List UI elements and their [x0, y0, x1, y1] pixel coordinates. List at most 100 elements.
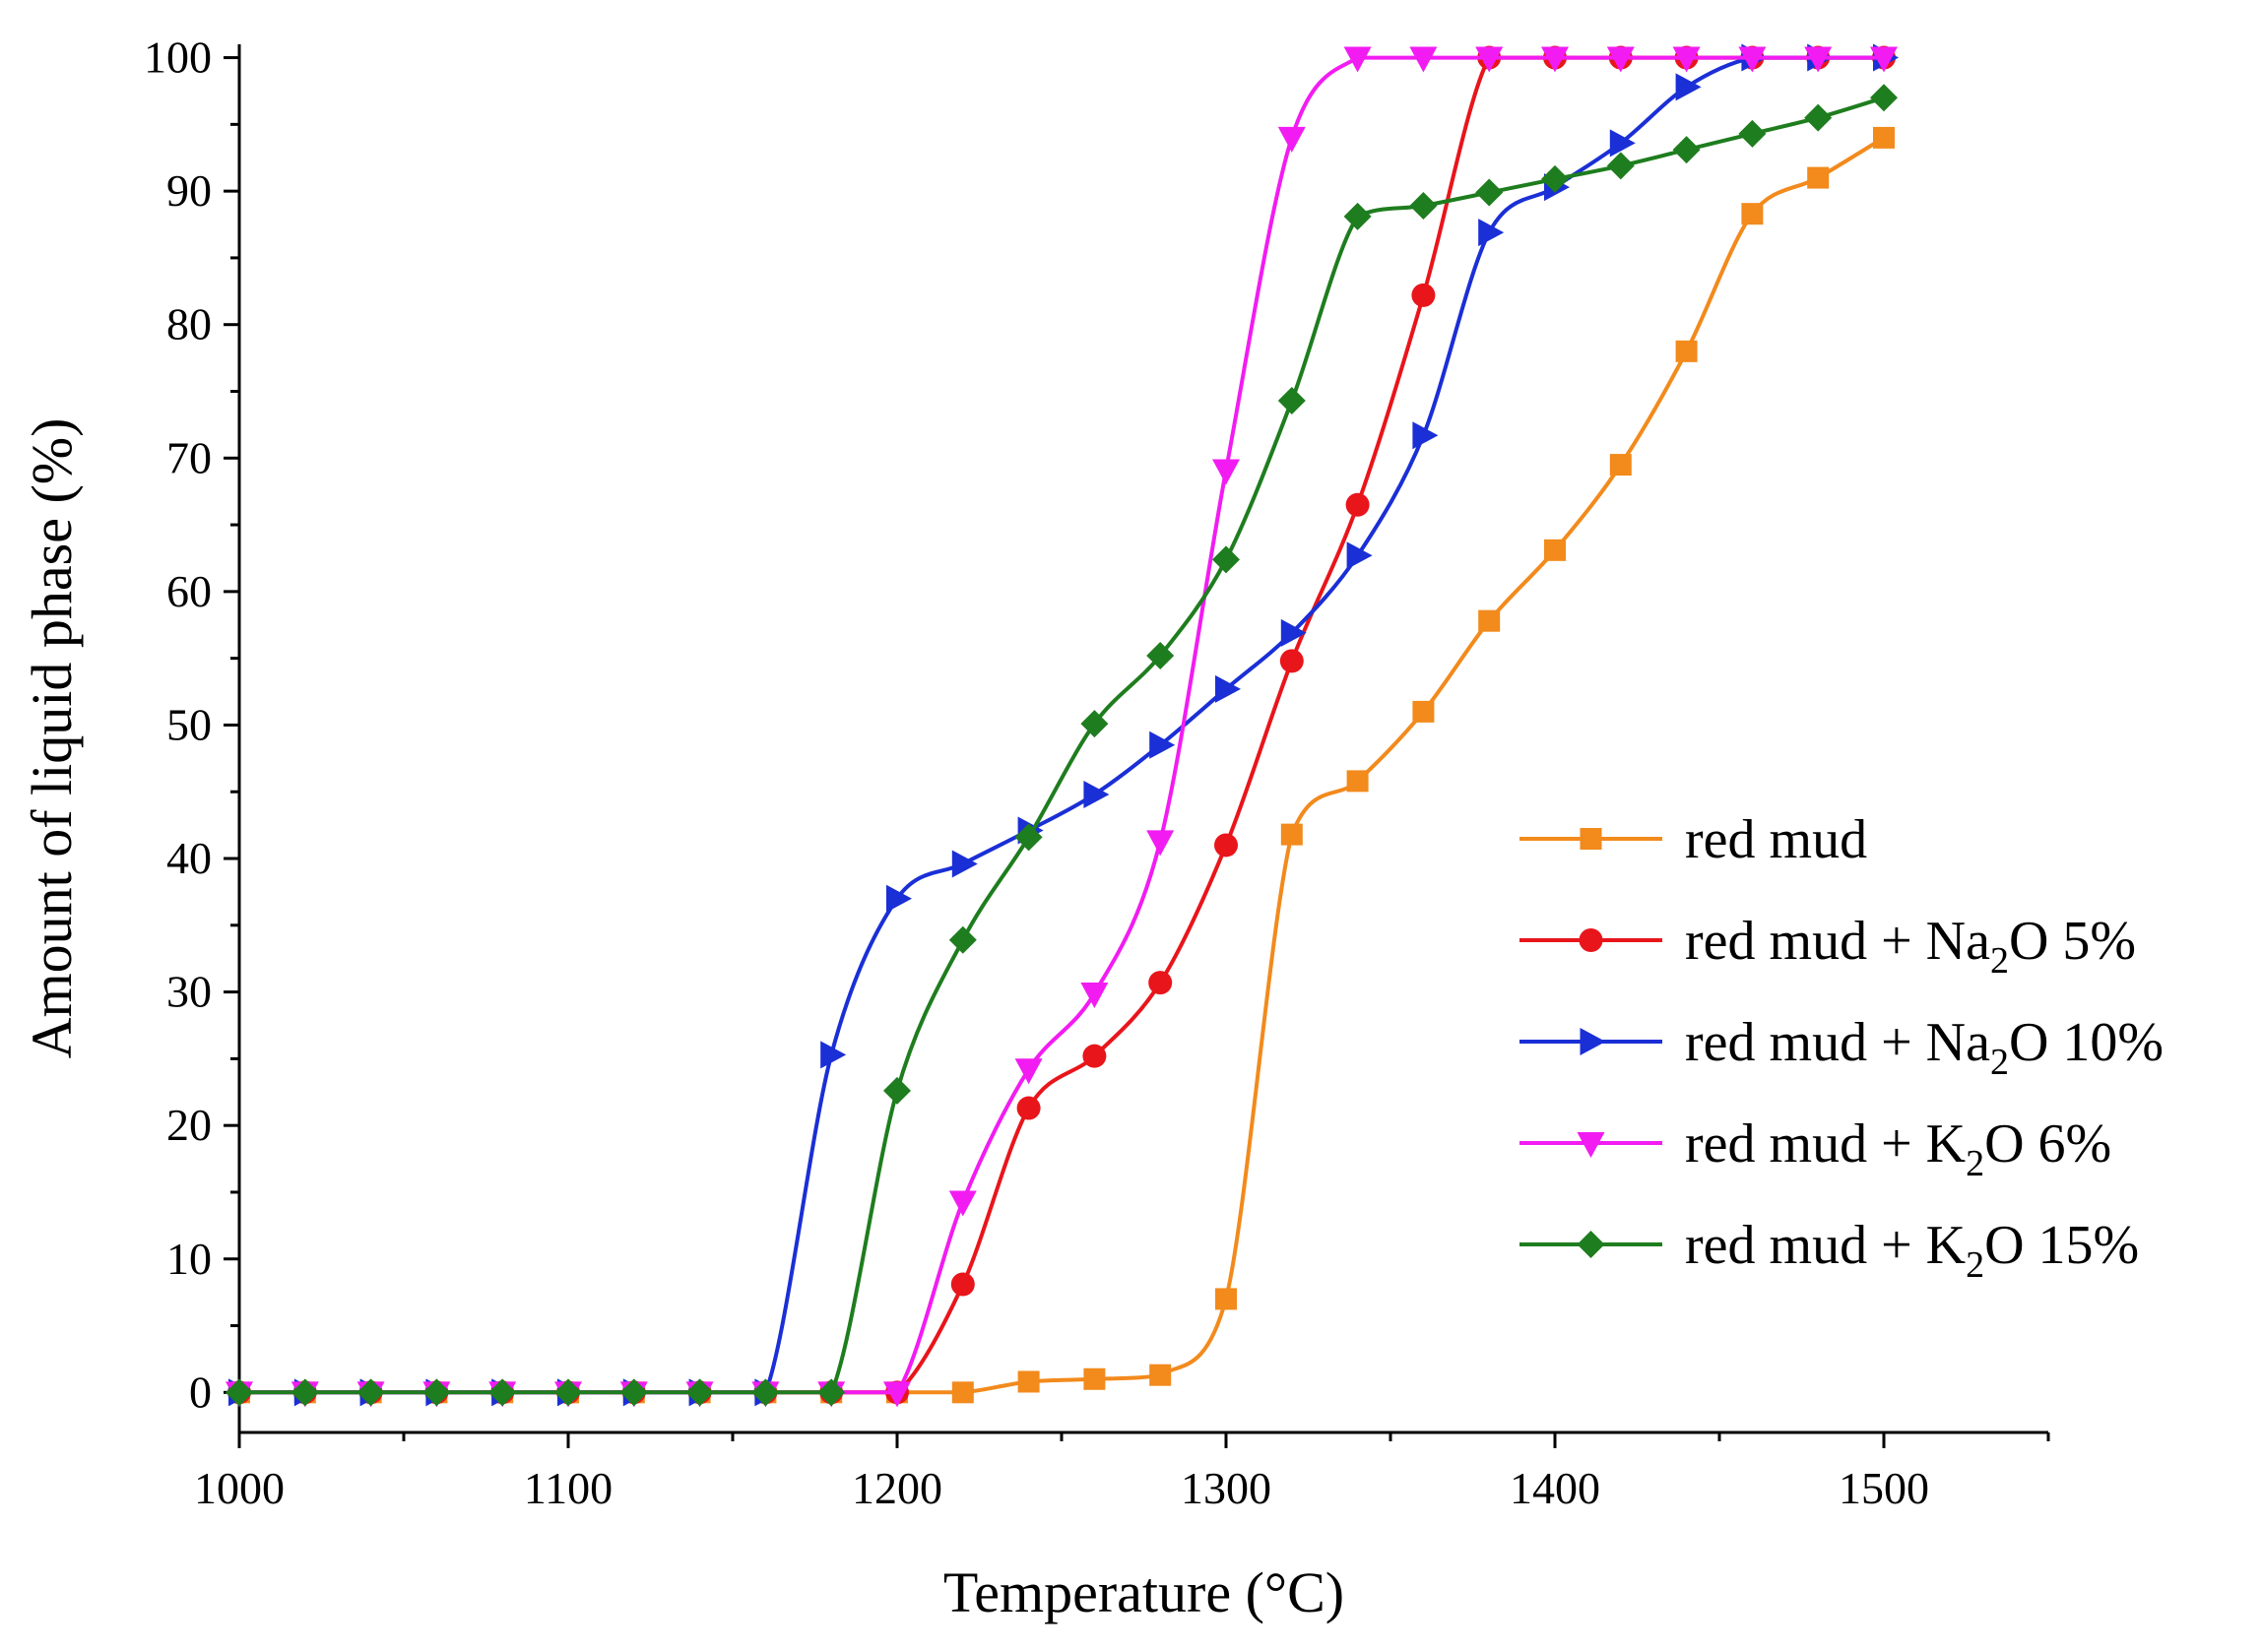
x-axis-title: Temperature (°C) [943, 1560, 1344, 1624]
series-5-point [1870, 84, 1898, 112]
series-4-point [1475, 46, 1504, 73]
series-1-point [1280, 823, 1303, 846]
series-4-point [1672, 46, 1701, 73]
series-1-point [1609, 454, 1632, 477]
y-tick-label: 0 [189, 1366, 212, 1417]
series-5-point [1804, 103, 1833, 132]
series-5-point [422, 1378, 451, 1407]
x-tick-label: 1200 [852, 1463, 942, 1513]
series-5-point [1080, 710, 1109, 738]
series-3-point [1412, 421, 1439, 450]
series-2-point [1214, 833, 1238, 858]
series-1-line [237, 135, 1886, 1395]
series-1-point [1412, 700, 1435, 723]
series-4-point [1343, 46, 1372, 73]
series-5-point [883, 1076, 911, 1105]
x-tick-label: 1400 [1510, 1463, 1600, 1513]
legend-item: red mud [1519, 809, 1867, 870]
series-3-line [237, 55, 1886, 1395]
series-1-point [1675, 340, 1698, 362]
legend-marker [1580, 1028, 1606, 1055]
series-1-point [1741, 203, 1764, 225]
series-5-point [1672, 136, 1701, 164]
series-5-point [685, 1378, 714, 1407]
series-4-point [1870, 46, 1898, 73]
series-4-point [1277, 126, 1306, 153]
legend-label-subscript: 2 [1966, 1244, 1984, 1286]
legend-item: red mud + Na2O 5% [1519, 911, 2136, 982]
y-tick-label: 30 [166, 967, 212, 1017]
series-4-point [1014, 1058, 1043, 1085]
y-tick-label: 100 [144, 32, 212, 83]
y-tick-label: 90 [166, 165, 212, 216]
x-tick-label: 1100 [524, 1463, 613, 1513]
series-5-point [1409, 192, 1438, 221]
x-tick-label: 1000 [194, 1463, 285, 1513]
legend-item: red mud + Na2O 10% [1519, 1012, 2164, 1083]
series-3-point [886, 884, 912, 913]
series-2-point [1345, 492, 1370, 517]
legend-label-text: O 5% [2009, 911, 2136, 972]
series-3-point [1609, 129, 1636, 158]
series-5-point [1475, 178, 1504, 207]
series-5-point [1212, 545, 1240, 574]
y-tick-label: 50 [166, 699, 212, 749]
series-1-point [1807, 166, 1830, 189]
series-3-point [1083, 780, 1110, 808]
series-3-point [1149, 731, 1176, 759]
series-1 [228, 126, 1895, 1404]
series-2 [227, 45, 1896, 1405]
series-4-point [883, 1381, 911, 1408]
series-3-point [820, 1041, 847, 1069]
series-2-point [950, 1272, 975, 1297]
series-2-point [1082, 1044, 1107, 1068]
series-4-point [1738, 46, 1767, 73]
series-4-point [1541, 46, 1569, 73]
series-2-line [237, 55, 1886, 1395]
series-5-point [1606, 152, 1635, 180]
series-5-point [817, 1378, 846, 1407]
series-2-point [1411, 283, 1436, 307]
series-1-point [1215, 1288, 1237, 1310]
series-4-point [948, 1190, 977, 1217]
legend-label-subscript: 2 [1990, 1042, 2009, 1083]
y-tick-label: 20 [166, 1100, 212, 1150]
legend-label-subscript: 2 [1966, 1143, 1984, 1184]
legend-label-text: red mud [1685, 809, 1867, 870]
series-3-point [1280, 618, 1307, 647]
series-5-point [1343, 202, 1372, 230]
series-2-point [1279, 649, 1304, 673]
series-5-point [1738, 119, 1767, 148]
legend-marker [1580, 828, 1602, 850]
legend-label-text: red mud + K [1685, 1113, 1966, 1175]
series-2-point [1148, 971, 1173, 995]
y-tick-label: 40 [166, 833, 212, 883]
series-1-point [1478, 609, 1501, 632]
series-1-point [951, 1381, 974, 1404]
legend-marker [1577, 1231, 1605, 1258]
y-tick-label: 70 [166, 432, 212, 482]
series-1-point [1149, 1364, 1172, 1386]
x-tick-label: 1500 [1839, 1463, 1929, 1513]
series-5-point [751, 1378, 780, 1407]
series-4-point [1080, 982, 1109, 1008]
legend-label-text: O 15% [1984, 1215, 2139, 1276]
series-5-point [356, 1378, 385, 1407]
legend-label-subscript: 2 [1990, 940, 2009, 982]
series-3-point [1215, 674, 1241, 703]
y-tick-label: 80 [166, 299, 212, 349]
legend-label: red mud + K2O 15% [1685, 1215, 2139, 1286]
y-tick-label: 10 [166, 1234, 212, 1284]
series-5-point [554, 1378, 582, 1407]
legend-label: red mud + Na2O 5% [1685, 911, 2136, 982]
series-4-point [1409, 46, 1438, 73]
y-axis-title: Amount of liquid phase (%) [20, 418, 84, 1059]
series-4-line [237, 55, 1886, 1395]
legend-label-text: red mud + Na [1685, 911, 1990, 972]
legend-marker [1579, 928, 1603, 952]
series-5-point [1014, 823, 1043, 852]
axes: 0 10 20 30 40 50 60 70 80 90 100 1000 1100 1200 1300 14… [144, 32, 2050, 1513]
legend-marker [1577, 1132, 1605, 1158]
x-tick-label: 1300 [1181, 1463, 1271, 1513]
